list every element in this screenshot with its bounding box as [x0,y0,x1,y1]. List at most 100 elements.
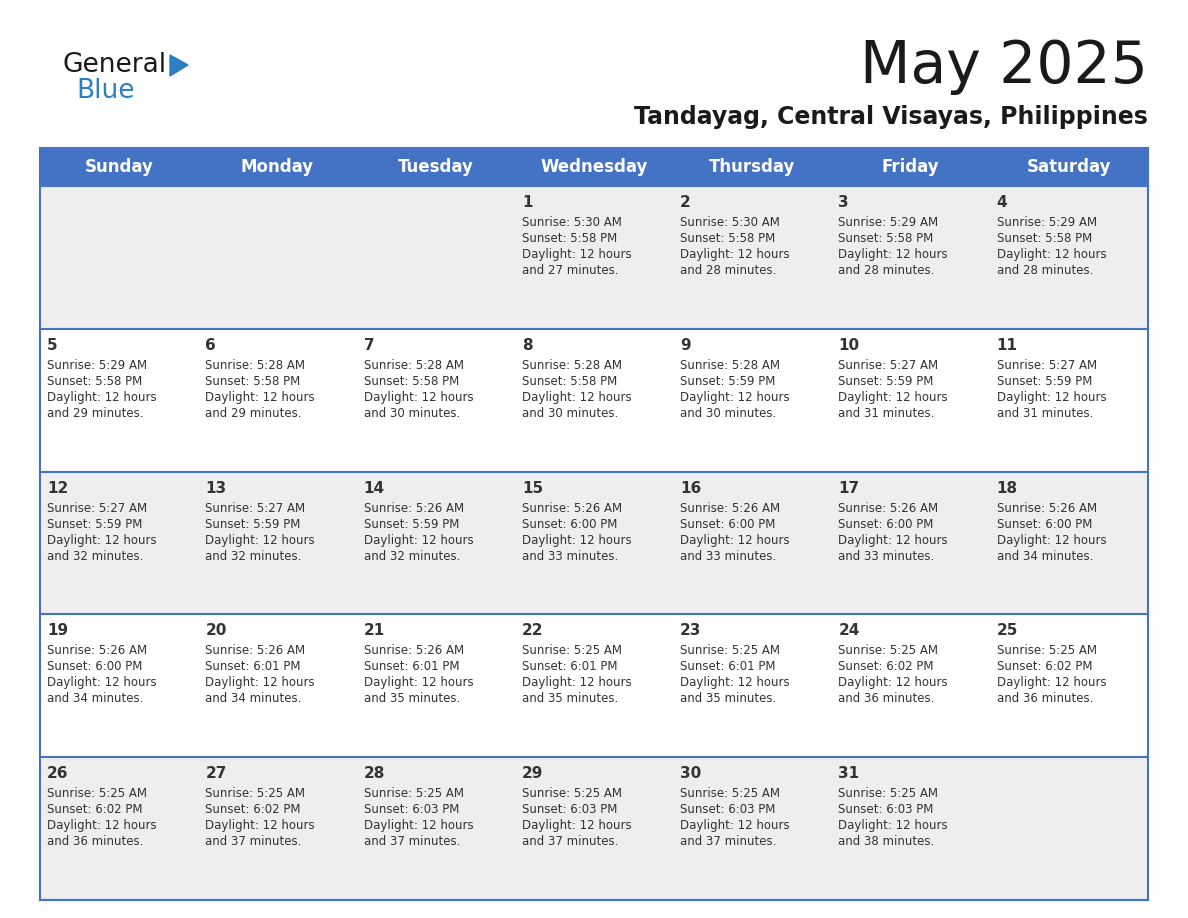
Text: Sunset: 5:58 PM: Sunset: 5:58 PM [997,232,1092,245]
Text: Sunrise: 5:28 AM: Sunrise: 5:28 AM [681,359,781,372]
Text: Daylight: 12 hours: Daylight: 12 hours [839,533,948,546]
Bar [674,186,832,329]
Text: 29: 29 [522,767,543,781]
Text: and 36 minutes.: and 36 minutes. [839,692,935,705]
Bar [674,472,832,614]
Bar [990,757,1148,900]
Text: Sunrise: 5:25 AM: Sunrise: 5:25 AM [839,788,939,800]
Text: and 37 minutes.: and 37 minutes. [522,835,618,848]
Text: and 37 minutes.: and 37 minutes. [681,835,777,848]
Bar [198,614,356,757]
Text: Sunrise: 5:26 AM: Sunrise: 5:26 AM [48,644,147,657]
Text: and 29 minutes.: and 29 minutes. [206,407,302,420]
Bar [356,186,514,329]
Text: Daylight: 12 hours: Daylight: 12 hours [681,819,790,833]
Text: Daylight: 12 hours: Daylight: 12 hours [206,677,315,689]
Text: 6: 6 [206,338,216,353]
Text: and 35 minutes.: and 35 minutes. [522,692,618,705]
Bar [514,472,674,614]
Text: Sunrise: 5:26 AM: Sunrise: 5:26 AM [206,644,305,657]
Text: Daylight: 12 hours: Daylight: 12 hours [48,391,157,404]
Text: Sunset: 6:02 PM: Sunset: 6:02 PM [839,660,934,674]
Text: Sunrise: 5:25 AM: Sunrise: 5:25 AM [364,788,463,800]
Text: Daylight: 12 hours: Daylight: 12 hours [997,533,1106,546]
Text: Sunset: 5:59 PM: Sunset: 5:59 PM [997,375,1092,387]
Text: 2: 2 [681,195,691,210]
Bar [990,472,1148,614]
Text: Sunset: 5:58 PM: Sunset: 5:58 PM [522,232,617,245]
Text: and 30 minutes.: and 30 minutes. [364,407,460,420]
Text: Daylight: 12 hours: Daylight: 12 hours [48,819,157,833]
Bar [40,148,1148,186]
Text: Sunrise: 5:26 AM: Sunrise: 5:26 AM [364,501,463,515]
Text: Daylight: 12 hours: Daylight: 12 hours [206,533,315,546]
Text: 16: 16 [681,481,701,496]
Text: and 32 minutes.: and 32 minutes. [48,550,144,563]
Text: 10: 10 [839,338,860,353]
Text: Monday: Monday [241,158,314,176]
Bar [40,614,198,757]
Text: Daylight: 12 hours: Daylight: 12 hours [522,819,632,833]
Bar [990,186,1148,329]
Text: 27: 27 [206,767,227,781]
Text: 30: 30 [681,767,701,781]
Text: Blue: Blue [76,78,134,104]
Text: Sunset: 6:03 PM: Sunset: 6:03 PM [364,803,459,816]
Bar [674,757,832,900]
Text: and 38 minutes.: and 38 minutes. [839,835,935,848]
Text: Daylight: 12 hours: Daylight: 12 hours [839,819,948,833]
Text: Sunrise: 5:25 AM: Sunrise: 5:25 AM [681,788,781,800]
Text: Wednesday: Wednesday [541,158,647,176]
Bar [198,757,356,900]
Bar [40,186,198,329]
Text: 18: 18 [997,481,1018,496]
Text: Sunrise: 5:27 AM: Sunrise: 5:27 AM [839,359,939,372]
Text: 28: 28 [364,767,385,781]
Bar [356,757,514,900]
Text: Daylight: 12 hours: Daylight: 12 hours [839,677,948,689]
Text: 22: 22 [522,623,543,638]
Text: 8: 8 [522,338,532,353]
Text: Sunset: 5:58 PM: Sunset: 5:58 PM [681,232,776,245]
Bar [990,614,1148,757]
Text: and 33 minutes.: and 33 minutes. [522,550,618,563]
Text: Sunset: 6:03 PM: Sunset: 6:03 PM [681,803,776,816]
Text: Sunrise: 5:27 AM: Sunrise: 5:27 AM [206,501,305,515]
Text: 15: 15 [522,481,543,496]
Text: 7: 7 [364,338,374,353]
Bar [40,472,198,614]
Text: and 36 minutes.: and 36 minutes. [48,835,144,848]
Text: 17: 17 [839,481,860,496]
Text: and 31 minutes.: and 31 minutes. [997,407,1093,420]
Text: Daylight: 12 hours: Daylight: 12 hours [997,391,1106,404]
Text: Sunrise: 5:26 AM: Sunrise: 5:26 AM [997,501,1097,515]
Text: 19: 19 [48,623,68,638]
Text: 5: 5 [48,338,58,353]
Bar [198,472,356,614]
Text: 21: 21 [364,623,385,638]
Text: Tandayag, Central Visayas, Philippines: Tandayag, Central Visayas, Philippines [634,105,1148,129]
Text: Daylight: 12 hours: Daylight: 12 hours [839,391,948,404]
Bar [356,472,514,614]
Text: Sunset: 5:59 PM: Sunset: 5:59 PM [206,518,301,531]
Bar [674,614,832,757]
Text: and 32 minutes.: and 32 minutes. [206,550,302,563]
Text: Sunset: 5:58 PM: Sunset: 5:58 PM [206,375,301,387]
Text: Sunrise: 5:25 AM: Sunrise: 5:25 AM [48,788,147,800]
Text: and 28 minutes.: and 28 minutes. [681,264,777,277]
Bar [832,472,990,614]
Text: 13: 13 [206,481,227,496]
Text: Daylight: 12 hours: Daylight: 12 hours [681,391,790,404]
Text: Daylight: 12 hours: Daylight: 12 hours [48,677,157,689]
Text: and 32 minutes.: and 32 minutes. [364,550,460,563]
Text: Daylight: 12 hours: Daylight: 12 hours [681,677,790,689]
Text: Sunrise: 5:27 AM: Sunrise: 5:27 AM [48,501,147,515]
Text: Sunrise: 5:26 AM: Sunrise: 5:26 AM [364,644,463,657]
Text: 26: 26 [48,767,69,781]
Text: Sunrise: 5:30 AM: Sunrise: 5:30 AM [681,216,781,229]
Text: Sunset: 5:59 PM: Sunset: 5:59 PM [839,375,934,387]
Text: and 30 minutes.: and 30 minutes. [681,407,777,420]
Bar [40,329,198,472]
Bar [514,186,674,329]
Bar [832,329,990,472]
